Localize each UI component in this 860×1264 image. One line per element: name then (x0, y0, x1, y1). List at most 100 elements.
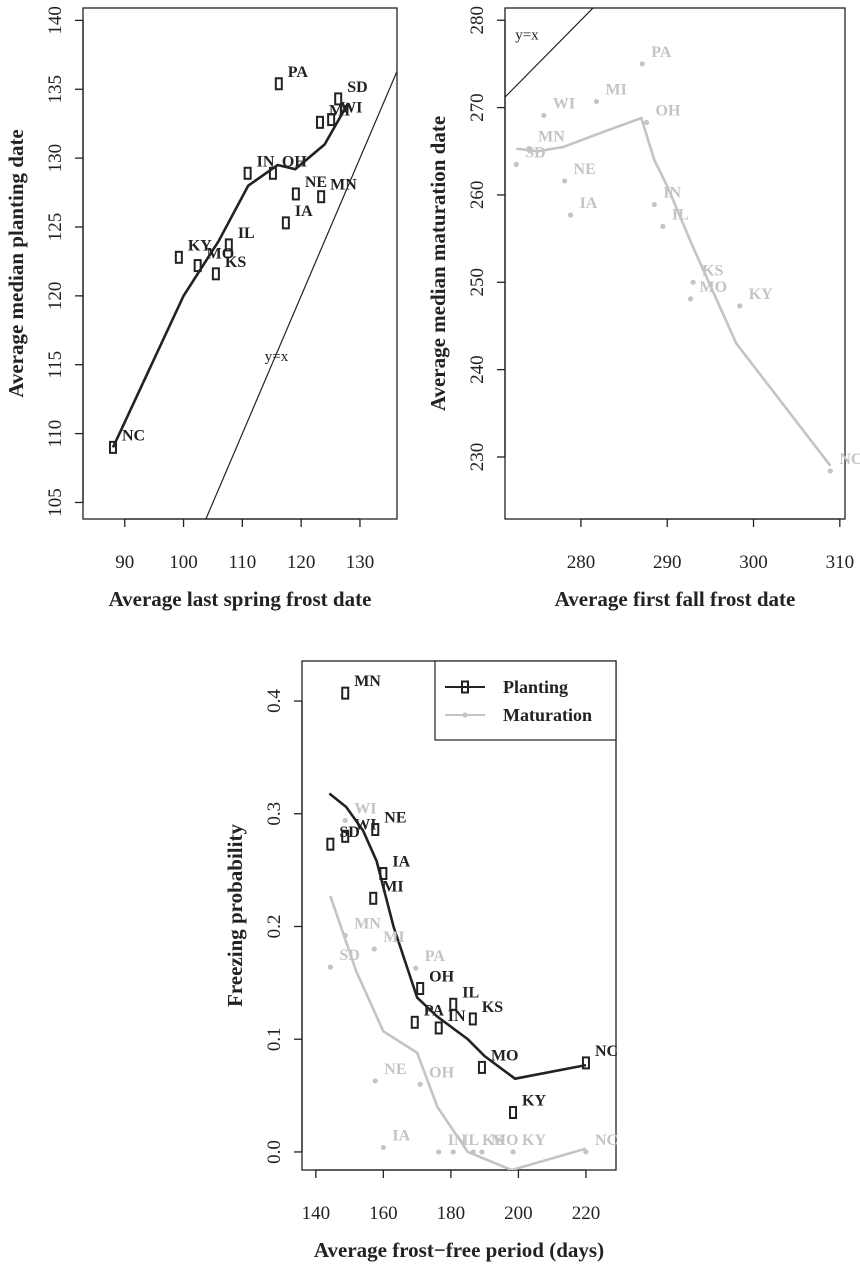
reference-line (205, 69, 397, 519)
point (371, 946, 377, 952)
x-axis-title: Average last spring frost date (109, 587, 372, 611)
point (513, 161, 519, 167)
y-tick-label: 135 (45, 75, 66, 104)
x-tick-label: 200 (504, 1203, 533, 1224)
y-axis-title: Freezing probability (223, 824, 247, 1007)
point (268, 166, 277, 180)
point-label: NE (305, 174, 327, 191)
point (567, 212, 574, 218)
x-tick-label: 180 (437, 1203, 466, 1224)
point-label: MI (383, 929, 404, 946)
x-tick-label: 220 (572, 1203, 601, 1224)
x-axis-title: Average first fall frost date (555, 587, 796, 611)
point (687, 296, 694, 302)
point-label: MO (491, 1132, 519, 1149)
point-label: NE (384, 810, 406, 827)
point (449, 997, 458, 1011)
point-label: MN (354, 916, 381, 933)
point (380, 1144, 386, 1151)
point-label: IL (672, 206, 689, 223)
point-label: PA (425, 948, 446, 965)
point (410, 1015, 419, 1029)
y-tick-label: 0.3 (264, 802, 285, 826)
point-label: MN (330, 177, 357, 194)
point (639, 61, 645, 67)
point-label: SD (339, 824, 359, 841)
y-tick-label: 280 (467, 6, 488, 34)
point (281, 216, 290, 230)
y-tick-label: 130 (45, 144, 66, 173)
point (477, 1060, 486, 1074)
y-tick-label: 120 (45, 282, 66, 311)
point-label: KY (522, 1093, 546, 1110)
point (372, 1078, 378, 1084)
point-label: OH (429, 1064, 454, 1081)
point-label: IA (392, 854, 410, 871)
point-label: SD (339, 947, 359, 964)
point-label: IN (257, 153, 275, 170)
point (315, 115, 324, 129)
point (583, 1149, 589, 1155)
point-label: IN (448, 1008, 466, 1025)
y-tick-label: 270 (467, 93, 488, 122)
y-tick-label: 230 (467, 443, 488, 472)
x-tick-label: 110 (228, 552, 256, 573)
point (450, 1149, 456, 1155)
x-tick-label: 160 (369, 1203, 398, 1224)
point-label: MN (354, 673, 381, 690)
legend-label: Planting (503, 677, 568, 697)
point (327, 113, 336, 127)
point (291, 187, 300, 201)
legend-box (434, 660, 617, 741)
point (416, 981, 425, 995)
point-label: WI (354, 801, 376, 818)
y-axis-title: Average median maturation date (426, 116, 450, 411)
point (434, 1021, 443, 1035)
point (341, 686, 350, 700)
point (510, 1149, 516, 1155)
point (651, 201, 657, 208)
point-label: IL (462, 1132, 479, 1149)
y-tick-label: 0.0 (264, 1140, 285, 1164)
point (417, 1081, 423, 1087)
point (326, 837, 335, 851)
y-tick-label: 110 (45, 420, 66, 448)
point (737, 303, 743, 309)
legend-marker (461, 680, 469, 694)
point-label: IA (580, 195, 598, 212)
point (526, 146, 532, 152)
point-label: NC (122, 427, 145, 444)
point (371, 823, 380, 837)
point (193, 259, 202, 273)
point-label: NE (384, 1061, 406, 1078)
point (174, 250, 183, 264)
point-label: IL (238, 225, 255, 242)
panel: 280 290 300 310 230 240 250 260 270 280 Average fi… (426, 6, 860, 611)
point-label: SD (347, 79, 367, 96)
point-label: NC (595, 1043, 618, 1060)
point-label: NE (574, 161, 596, 178)
point-label: KY (522, 1132, 546, 1149)
point (593, 98, 600, 105)
x-tick-label: 90 (115, 552, 134, 573)
legend-label: Maturation (503, 705, 592, 725)
point-label: WI (553, 95, 575, 112)
point (108, 440, 117, 454)
point-label: KY (188, 237, 212, 254)
point (274, 77, 283, 91)
y-axis-title: Average median planting date (4, 129, 28, 398)
point-label: KY (749, 286, 773, 303)
point-label: IN (448, 1132, 466, 1149)
y-tick-label: 0.2 (264, 915, 285, 939)
y-tick-label: 240 (467, 355, 488, 384)
point-label: PA (424, 1002, 445, 1019)
point-label: OH (656, 102, 681, 119)
point (690, 279, 696, 285)
point (643, 119, 650, 126)
y-tick-label: 105 (45, 488, 66, 516)
point (413, 965, 419, 971)
point (342, 817, 348, 824)
point-label: MO (700, 279, 728, 296)
point-label: WI (340, 100, 362, 117)
